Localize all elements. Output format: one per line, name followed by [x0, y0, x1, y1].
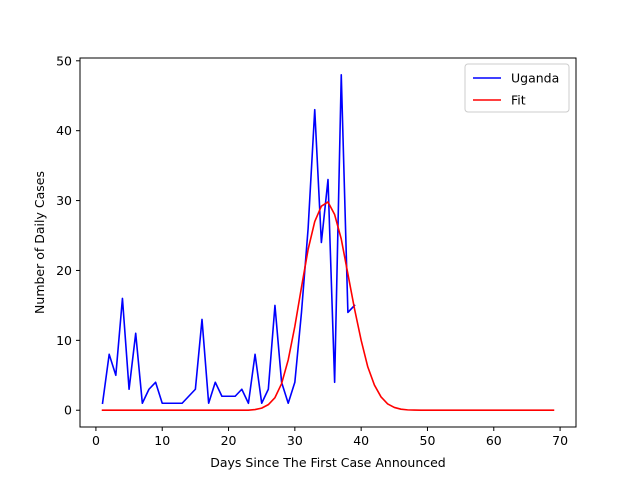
y-tick-label: 50: [56, 53, 72, 68]
y-tick-label: 20: [56, 263, 72, 278]
x-tick-label: 70: [552, 433, 568, 448]
x-tick-label: 60: [486, 433, 502, 448]
legend-label: Uganda: [511, 71, 559, 86]
series-line-uganda: [101, 73, 356, 405]
plot-frame: [79, 57, 577, 428]
legend-label: Fit: [511, 93, 526, 108]
y-tick-label: 10: [56, 333, 72, 348]
x-axis-label: Days Since The First Case Announced: [210, 455, 446, 470]
x-axis-ticks: 0 10 20 30 40 50 60 70: [92, 427, 568, 448]
y-tick-label: 40: [56, 123, 72, 138]
series-line-fit: [101, 201, 555, 412]
x-tick-label: 30: [287, 433, 303, 448]
y-tick-label: 30: [56, 193, 72, 208]
y-axis-label: Number of Daily Cases: [32, 171, 47, 314]
y-axis-ticks: 0 10 20 30 40 50: [56, 53, 80, 418]
y-tick-label: 0: [64, 403, 72, 418]
x-tick-label: 50: [420, 433, 436, 448]
legend: Uganda Fit: [464, 63, 570, 113]
x-tick-label: 40: [353, 433, 369, 448]
series-layer: [101, 73, 555, 412]
x-tick-label: 20: [221, 433, 237, 448]
x-tick-label: 0: [92, 433, 100, 448]
x-tick-label: 10: [154, 433, 170, 448]
